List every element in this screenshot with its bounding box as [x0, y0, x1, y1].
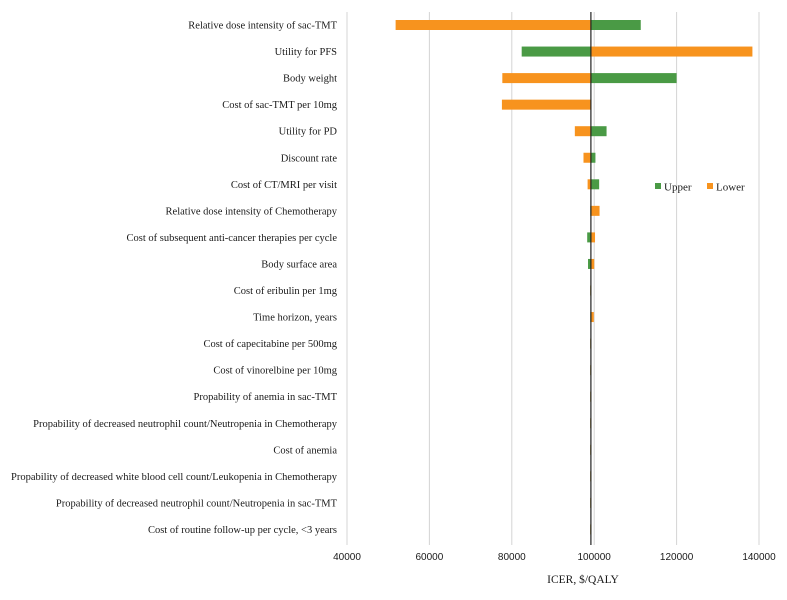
legend-swatch-upper — [655, 183, 661, 189]
x-tick-label-2: 80000 — [498, 552, 526, 563]
x-axis-ticks: 40000 60000 80000 100000 120000 140000 — [333, 552, 776, 563]
category-label-9: Body surface area — [261, 259, 337, 270]
x-tick-label-4: 120000 — [660, 552, 694, 563]
category-label-14: Propability of anemia in sac-TMT — [194, 392, 338, 403]
category-label-4: Utility for PD — [279, 127, 338, 138]
category-label-13: Cost of vinorelbine per 10mg — [213, 366, 337, 377]
bar-lower-6 — [587, 179, 591, 190]
category-labels: Relative dose intensity of sac-TMT Utilit… — [11, 21, 338, 536]
category-label-19: Cost of routine follow-up per cycle, <3 … — [148, 525, 337, 536]
bar-lower-9 — [590, 258, 595, 269]
category-label-2: Body weight — [283, 74, 337, 85]
legend: Upper Lower — [655, 182, 745, 194]
category-label-6: Cost of CT/MRI per visit — [231, 180, 337, 191]
category-label-12: Cost of capecitabine per 500mg — [203, 339, 337, 350]
bar-lower-7 — [590, 205, 600, 216]
category-label-11: Time horizon, years — [253, 313, 337, 324]
bar-lower-8 — [590, 232, 596, 243]
legend-label-lower: Lower — [716, 182, 745, 194]
bar-lower-0 — [395, 20, 591, 30]
bar-upper-6 — [590, 179, 600, 190]
category-label-16: Cost of anemia — [273, 445, 337, 456]
bar-lower-2 — [502, 73, 591, 84]
category-label-1: Utility for PFS — [275, 47, 338, 58]
x-tick-label-5: 140000 — [742, 552, 776, 563]
bar-upper-5 — [590, 152, 596, 163]
category-label-10: Cost of eribulin per 1mg — [234, 286, 338, 297]
bar-upper-1 — [521, 46, 591, 57]
category-label-15: Propability of decreased neutrophil coun… — [33, 419, 338, 430]
bar-upper-4 — [590, 126, 607, 137]
bar-lower-5 — [583, 152, 591, 163]
bar-upper-8 — [587, 232, 591, 243]
gridlines — [346, 12, 760, 545]
legend-label-upper: Upper — [664, 182, 692, 194]
bar-lower-3 — [501, 99, 591, 110]
bar-lower-4 — [574, 126, 591, 137]
bar-upper-9 — [588, 258, 591, 269]
x-tick-label-0: 40000 — [333, 552, 361, 563]
bar-lower-1 — [590, 46, 753, 57]
x-tick-label-1: 60000 — [415, 552, 443, 563]
bar-upper-0 — [590, 20, 641, 30]
x-axis-title: ICER, $/QALY — [547, 573, 619, 586]
category-label-8: Cost of subsequent anti-cancer therapies… — [127, 233, 338, 244]
category-label-3: Cost of sac-TMT per 10mg — [222, 100, 337, 111]
x-tick-label-3: 100000 — [578, 552, 612, 563]
category-label-17: Propability of decreased white blood cel… — [11, 472, 338, 483]
bars — [395, 20, 753, 535]
category-label-18: Propability of decreased neutrophil coun… — [56, 498, 338, 509]
category-label-0: Relative dose intensity of sac-TMT — [188, 21, 337, 32]
category-label-7: Relative dose intensity of Chemotherapy — [166, 206, 338, 217]
bar-upper-2 — [590, 73, 677, 84]
bar-lower-11 — [590, 312, 594, 323]
legend-swatch-lower — [707, 183, 713, 189]
category-label-5: Discount rate — [281, 153, 338, 164]
